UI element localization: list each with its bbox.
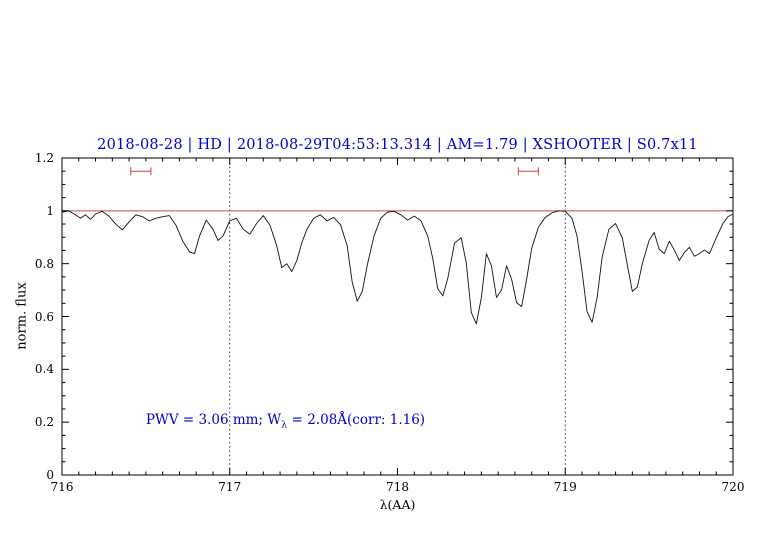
y-tick-label: 1 [46,203,54,218]
y-tick-label: 0 [46,468,54,482]
spectrum-line [61,210,734,325]
lambda-subscript: λ [281,419,288,431]
y-tick-label: 0.4 [34,362,54,377]
pwv-annotation: PWV = 3.06 mm; Wλ = 2.08Å(corr: 1.16) [146,412,425,431]
plot-title: 2018-08-28 | HD | 2018-08-29T04:53:13.31… [97,137,698,153]
y-tick-label: 0.2 [34,415,54,430]
y-tick-label: 0.6 [34,309,54,324]
pwv-text-prefix: PWV = 3.06 mm; W [145,411,282,428]
x-tick-label: 720 [721,480,745,494]
x-tick-label: 717 [218,480,242,494]
x-tick-label: 716 [50,480,74,494]
x-axis-label: λ(AA) [379,497,416,512]
x-tick-label: 718 [386,480,409,494]
y-tick-label: 1.2 [34,151,54,165]
pwv-text-suffix: = 2.08Å(corr: 1.16) [287,411,426,428]
y-tick-label: 0.8 [34,256,54,271]
x-tick-label: 719 [553,480,577,494]
